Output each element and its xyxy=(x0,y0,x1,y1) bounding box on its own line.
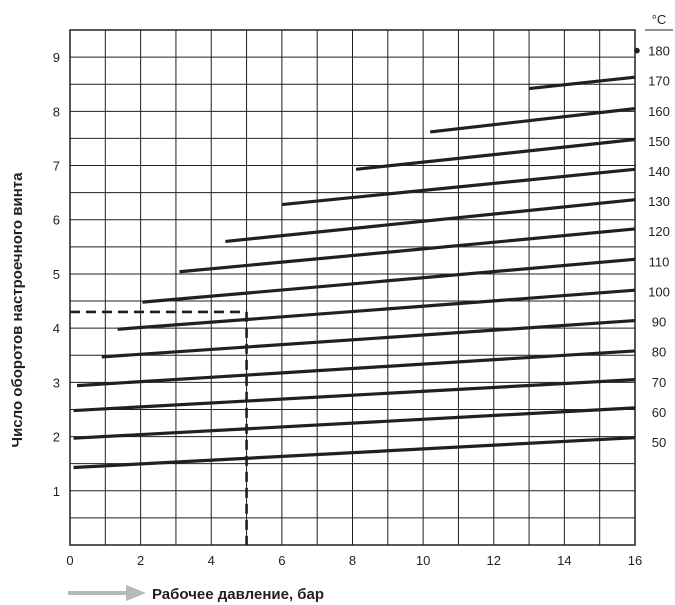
x-tick-label: 8 xyxy=(349,553,356,568)
marker-dot-180 xyxy=(634,47,640,54)
x-tick-labels: 0 2 4 6 8 10 12 14 16 xyxy=(66,553,642,568)
temperature-unit-label: °C xyxy=(652,12,667,27)
series-line-130 xyxy=(225,198,636,244)
series-line-70 xyxy=(73,378,636,413)
temperature-lines xyxy=(73,75,636,470)
temperature-tick-label: 90 xyxy=(652,315,666,330)
y-tick-label: 6 xyxy=(53,213,60,228)
x-tick-label: 0 xyxy=(66,553,73,568)
plot-frame xyxy=(69,29,636,546)
y-tick-label: 5 xyxy=(53,267,60,282)
temperature-tick-label: 170 xyxy=(648,74,670,89)
y-tick-label: 2 xyxy=(53,430,60,445)
y-axis-label: Число оборотов настроечного винта xyxy=(9,172,26,448)
x-tick-label: 2 xyxy=(137,553,144,568)
plot-border xyxy=(69,29,636,546)
x-tick-label: 12 xyxy=(487,553,501,568)
x-axis-label: Рабочее давление, бар xyxy=(152,586,324,603)
temperature-tick-label: 120 xyxy=(648,224,670,239)
series-line-140 xyxy=(281,167,636,207)
temperature-tick-label: 80 xyxy=(652,345,666,360)
series-line-120 xyxy=(179,227,636,274)
example-reading xyxy=(70,47,640,545)
series-line-90 xyxy=(101,318,636,359)
x-tick-label: 6 xyxy=(278,553,285,568)
x-tick-label: 14 xyxy=(557,553,571,568)
y-tick-label: 7 xyxy=(53,159,60,174)
series-line-50 xyxy=(73,436,636,470)
temperature-tick-label: 100 xyxy=(648,284,670,299)
temperature-tick-label: 180 xyxy=(648,44,670,59)
y-tick-label: 8 xyxy=(53,104,60,119)
series-line-60 xyxy=(73,406,636,440)
grid xyxy=(70,30,635,545)
y-tick-label: 3 xyxy=(53,375,60,390)
x-tick-label: 16 xyxy=(628,553,642,568)
temperature-tick-label: 140 xyxy=(648,164,670,179)
temperature-tick-label: 160 xyxy=(648,104,670,119)
series-line-150 xyxy=(355,137,636,171)
y-tick-label: 1 xyxy=(53,484,60,499)
temperature-tick-labels: 50 60 70 80 90 100 110 120 130 140 150 160 170 180 xyxy=(648,44,670,450)
x-tick-label: 10 xyxy=(416,553,430,568)
y-tick-label: 9 xyxy=(53,50,60,65)
series-line-80 xyxy=(76,349,636,388)
y-tick-label: 4 xyxy=(53,321,60,336)
series-line-100 xyxy=(117,288,636,331)
series-line-170 xyxy=(528,75,636,91)
temperature-tick-label: 150 xyxy=(648,134,670,149)
x-tick-label: 4 xyxy=(208,553,215,568)
temperature-tick-label: 60 xyxy=(652,405,666,420)
y-tick-labels: 1 2 3 4 5 6 7 8 9 xyxy=(53,50,60,499)
series-line-160 xyxy=(430,107,636,134)
temperature-tick-label: 70 xyxy=(652,375,666,390)
temperature-tick-label: 130 xyxy=(648,194,670,209)
temperature-tick-label: 50 xyxy=(652,435,666,450)
x-axis-arrow-icon xyxy=(68,585,146,601)
temperature-tick-label: 110 xyxy=(649,254,670,269)
series-line-110 xyxy=(142,257,636,304)
